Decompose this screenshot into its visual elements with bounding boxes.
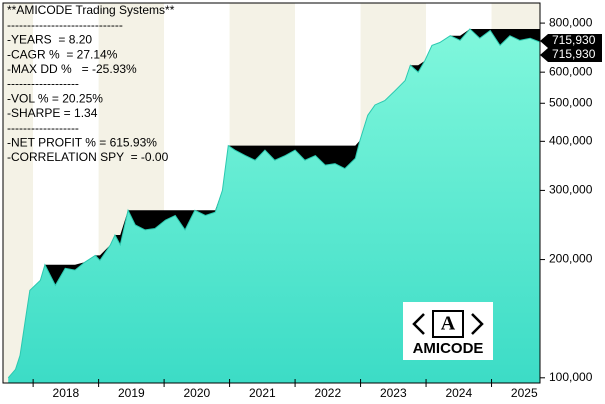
last-value-label: 715,930 (552, 47, 596, 61)
y-tick-label: 200,000 (549, 252, 593, 266)
logo-text: AMICODE (413, 340, 484, 357)
x-tick-label: 2021 (249, 386, 276, 400)
logo: A AMICODE (403, 302, 493, 360)
y-tick-label: 300,000 (549, 183, 593, 197)
y-tick-label: 600,000 (549, 64, 593, 78)
stats-line: ----------------------------- (7, 18, 123, 32)
annotations: **AMICODE Trading Systems**-------------… (7, 3, 175, 164)
logo-bracket (471, 313, 484, 335)
y-tick-label: 100,000 (549, 370, 593, 384)
equity-area (8, 28, 541, 383)
stats-line: -NET PROFIT % = 615.93% (7, 135, 157, 149)
stats-line: ------------------ (7, 121, 79, 135)
stats-line: -CAGR % = 27.14% (7, 47, 118, 61)
plot-frame (2, 2, 541, 384)
stats-line: **AMICODE Trading Systems** (7, 3, 175, 17)
last-value-box (540, 34, 602, 49)
x-tick-label: 2025 (511, 386, 538, 400)
stats-line: -VOL % = 20.25% (7, 91, 103, 105)
logo-frame (432, 310, 464, 338)
y-tick-label: 400,000 (549, 134, 593, 148)
y-tick-label: 800,000 (549, 15, 593, 29)
stats-line: ------------------ (7, 77, 79, 91)
plot (7, 28, 541, 383)
last-value-label: 715,930 (552, 33, 596, 47)
equity-line (7, 28, 541, 379)
x-tick-label: 2023 (380, 386, 407, 400)
stats-line: -SHARPE = 1.34 (7, 106, 98, 120)
x-tick-label: 2024 (445, 386, 472, 400)
logo-bracket (412, 313, 425, 335)
x-tick-label: 2018 (53, 386, 80, 400)
logo-mark: A (441, 313, 456, 335)
stats-line: -CORRELATION SPY = -0.00 (7, 150, 169, 164)
stats-line: -YEARS = 8.20 (7, 33, 92, 47)
stats-line: -MAX DD % = -25.93% (7, 62, 137, 76)
last-value-box (540, 48, 602, 63)
x-tick-label: 2019 (118, 386, 145, 400)
y-tick-label: 500,000 (549, 95, 593, 109)
x-tick-label: 2020 (183, 386, 210, 400)
x-tick-label: 2022 (314, 386, 341, 400)
